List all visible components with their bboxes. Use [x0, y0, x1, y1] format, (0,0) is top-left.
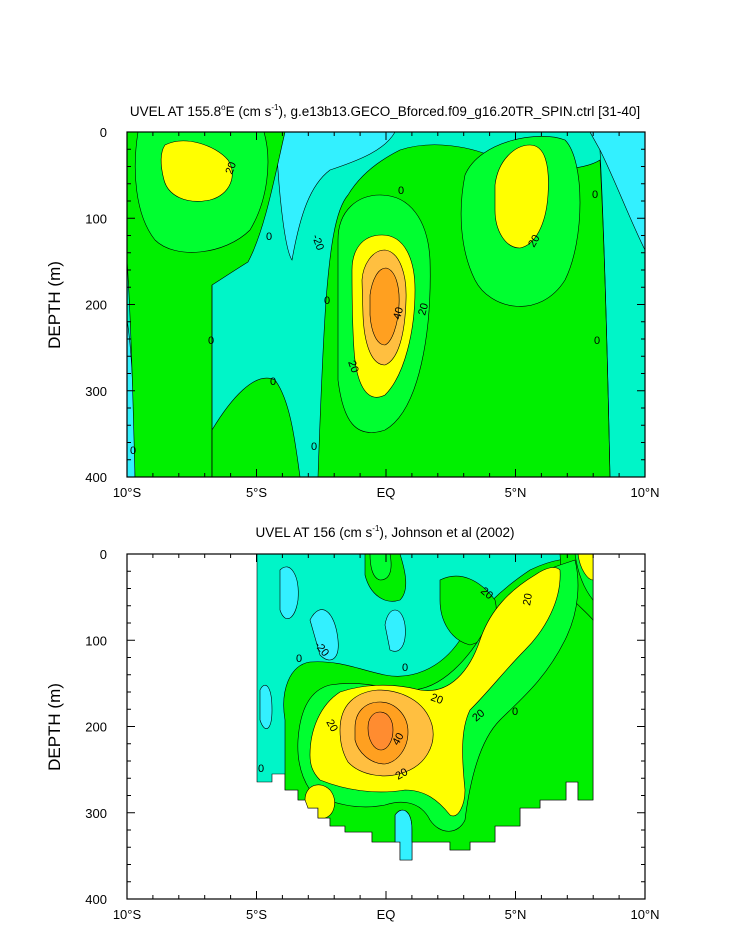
y-tick-label: 100 — [85, 211, 107, 226]
p1-fill-0-bottom — [211, 377, 301, 478]
y-tick-label: 0 — [100, 547, 107, 562]
panel-1-plot-area — [126, 131, 646, 478]
p2-fill-neg20-d — [259, 685, 273, 730]
x-tick-label: 5°N — [505, 485, 527, 500]
p1-contour-label: 0 — [324, 295, 330, 307]
x-tick-label: 10°N — [630, 907, 659, 922]
p2-contour-label: 0 — [296, 653, 302, 665]
p1-contour-label: 0 — [594, 335, 600, 347]
p1-contour-label: 0 — [311, 441, 317, 453]
panel-2-title: UVEL AT 156 (cm s-1), Johnson et al (200… — [255, 524, 514, 540]
p1-contour-label: 20 — [345, 359, 360, 375]
p1-contour-label: 20 — [416, 302, 431, 317]
p1-contour-label: -20 — [309, 233, 326, 252]
p2-fill-50 — [367, 711, 394, 751]
x-tick-label: 10°S — [113, 907, 142, 922]
x-tick-label: EQ — [377, 907, 396, 922]
p2-contour-label: 0 — [402, 662, 408, 674]
p1-contour-label: 0 — [270, 376, 276, 388]
p1-contour-label: 0 — [398, 185, 404, 197]
y-tick-label: 200 — [85, 720, 107, 735]
p2-fill-20-right — [577, 553, 594, 581]
p1-fill-20-right — [494, 144, 549, 249]
y-tick-label: 100 — [85, 633, 107, 648]
p2-contour-label: 40 — [390, 731, 407, 748]
x-tick-label: 10°S — [113, 485, 142, 500]
p1-contour-label: 0 — [208, 335, 214, 347]
p2-fill-neg20-c — [384, 609, 406, 652]
p2-fill-neg20-e — [394, 809, 413, 861]
x-tick-label: 10°N — [630, 485, 659, 500]
y-tick-label: 0 — [100, 125, 107, 140]
x-tick-label: EQ — [377, 485, 396, 500]
p2-fill-neg20-b — [309, 609, 339, 661]
p2-contour-label: 20 — [394, 766, 411, 783]
p2-contour-label: 20 — [521, 592, 535, 606]
p1-contour-label: 20 — [526, 233, 543, 250]
p2-contour-label: 20 — [323, 718, 340, 735]
panel-1: UVEL AT 155.8oE (cm s-1), g.e13b13.GECO_… — [45, 103, 660, 500]
y-tick-label: 400 — [85, 892, 107, 907]
p2-contour-label: 20 — [429, 692, 445, 707]
panel-2-ylabel: DEPTH (m) — [45, 683, 64, 771]
p1-contour-label: 0 — [130, 445, 136, 457]
p2-contour-label: 0 — [512, 706, 518, 718]
p1-contour-label: 0 — [592, 189, 598, 201]
p2-fill-neg20-a — [279, 566, 299, 619]
p2-fill-20-lower — [304, 784, 335, 819]
panel-1-ylabel: DEPTH (m) — [45, 261, 64, 349]
p2-contour-label: 0 — [258, 763, 264, 775]
panel-1-title: UVEL AT 155.8oE (cm s-1), g.e13b13.GECO_… — [130, 103, 640, 119]
x-tick-label: 5°S — [246, 907, 267, 922]
y-tick-label: 300 — [85, 384, 107, 399]
panel-2: UVEL AT 156 (cm s-1), Johnson et al (200… — [45, 524, 660, 922]
panel-1-contour-labels: 20 -20 0 0 0 0 40 20 20 20 0 0 0 0 0 — [130, 160, 600, 457]
panel-2-plot-area — [256, 553, 594, 861]
y-tick-label: 300 — [85, 806, 107, 821]
p1-contour-line-b — [599, 149, 611, 478]
y-tick-label: 200 — [85, 298, 107, 313]
p1-fill-40-euc — [369, 267, 400, 346]
y-tick-label: 400 — [85, 470, 107, 485]
x-tick-label: 5°S — [246, 485, 267, 500]
x-tick-label: 5°N — [505, 907, 527, 922]
p1-fill-20-left — [160, 140, 233, 202]
p1-contour-label: 40 — [391, 306, 406, 321]
p1-contour-label: 0 — [266, 231, 272, 243]
p1-contour-label: 20 — [224, 160, 239, 176]
p1-fill-neg20-a — [274, 131, 396, 261]
